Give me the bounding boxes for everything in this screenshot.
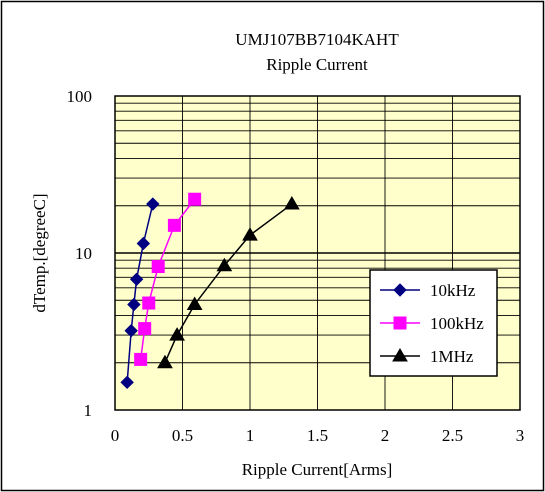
x-tick-label: 1 (246, 426, 255, 445)
data-point (167, 218, 181, 232)
x-tick-label: 1.5 (307, 426, 328, 445)
legend-marker (393, 316, 407, 330)
data-point (186, 296, 203, 310)
plot-frame (114, 95, 521, 411)
y-tick-label: 1 (84, 401, 93, 420)
data-point (146, 197, 160, 211)
legend-marker (392, 348, 408, 362)
data-point (120, 375, 134, 390)
data-point (242, 227, 258, 241)
legend-item: 100kHz (380, 314, 484, 333)
x-tick-label: 2.5 (442, 426, 463, 445)
y-tick-label: 100 (67, 87, 93, 106)
chart-title: UMJ107BB7104KAHT (235, 30, 399, 49)
axes: 0 0.5 1 1.5 2 2.5 3 1 10 100 (67, 87, 525, 445)
series (120, 192, 300, 390)
data-point (188, 192, 202, 206)
x-tick-label: 3 (516, 426, 525, 445)
data-point (169, 327, 185, 341)
data-point (134, 352, 148, 366)
legend-item: 10kHz (380, 281, 476, 300)
series-1MHz (157, 196, 300, 369)
legend-label: 10kHz (430, 281, 476, 300)
legend: 10kHz 100kHz 1MHz (369, 269, 498, 377)
x-tick-label: 2 (381, 426, 390, 445)
data-point (138, 322, 152, 336)
y-axis-label: dTemp.[degreeC] (30, 193, 49, 312)
data-point (124, 323, 138, 338)
legend-marker (393, 283, 407, 297)
y-tick-label: 10 (75, 244, 92, 263)
x-tick-label: 0 (111, 426, 120, 445)
x-axis-label: Ripple Current[Arms] (242, 460, 393, 479)
data-point (283, 196, 300, 210)
x-tick-label: 0.5 (172, 426, 193, 445)
legend-item: 1MHz (380, 347, 474, 366)
data-point (216, 257, 233, 272)
series-line (126, 203, 154, 383)
legend-label: 100kHz (430, 314, 484, 333)
series-10kHz (120, 197, 160, 390)
data-point (142, 296, 156, 310)
data-point (157, 354, 173, 369)
data-point (129, 272, 144, 287)
legend-label: 1MHz (430, 347, 474, 366)
data-point (151, 260, 165, 274)
series-100kHz (134, 192, 202, 366)
data-point (136, 236, 151, 251)
data-point (127, 297, 141, 312)
chart-subtitle: Ripple Current (266, 55, 368, 74)
